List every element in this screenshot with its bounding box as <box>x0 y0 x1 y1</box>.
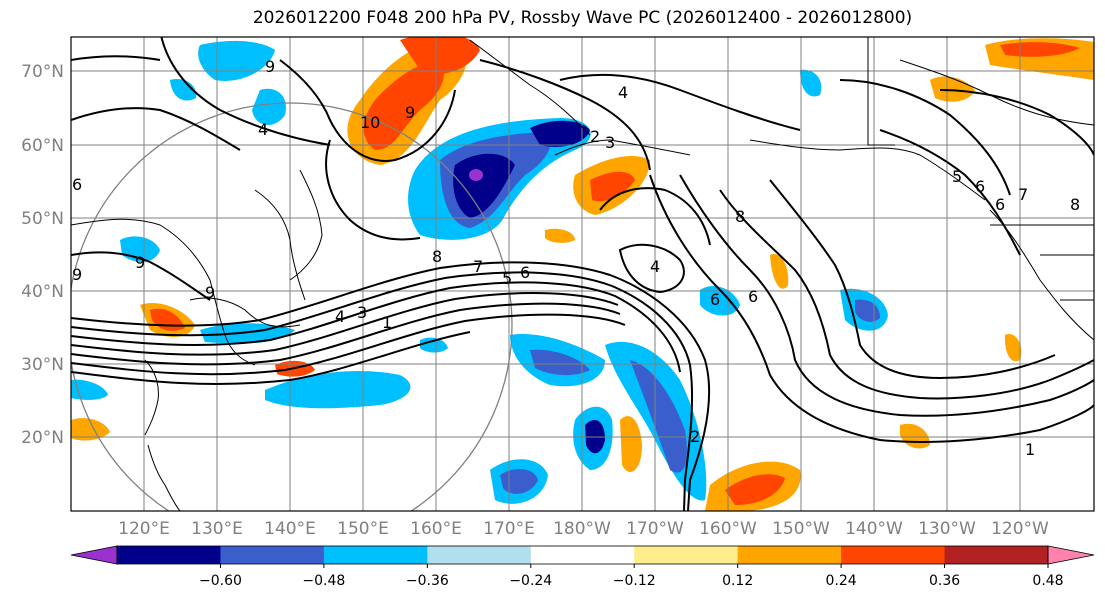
lon-label: 160°E <box>410 519 462 539</box>
lat-label: 60°N <box>21 136 64 156</box>
lon-label: 180°W <box>553 519 611 539</box>
colorbar-tick-label: −0.12 <box>613 573 656 589</box>
colorbar-tick-label: −0.48 <box>302 573 345 589</box>
colorbar-tick-label: −0.24 <box>509 573 552 589</box>
contour-label: 9 <box>205 283 215 302</box>
lon-label: 150°E <box>337 519 389 539</box>
latitude-labels: 70°N 60°N 50°N 40°N 30°N 20°N <box>21 62 64 448</box>
lat-label: 20°N <box>21 428 64 448</box>
contour-label: 6 <box>72 175 82 194</box>
map-frame <box>70 36 1095 512</box>
lon-label: 130°W <box>918 519 976 539</box>
lat-label: 30°N <box>21 355 64 375</box>
colorbar-frame <box>116 545 1049 565</box>
contour-label: 5 <box>952 167 962 186</box>
colorbar-segment <box>737 546 842 564</box>
contour-label: 10 <box>360 113 380 132</box>
colorbar-segment <box>944 546 1049 564</box>
contour-label: 4 <box>258 120 268 139</box>
lat-label: 70°N <box>21 62 64 82</box>
contour-label: 8 <box>432 247 442 266</box>
contour-label: 9 <box>265 57 275 76</box>
colorbar-tick-label: 0.24 <box>826 573 857 589</box>
contour-label: 9 <box>405 103 415 122</box>
contour-label: 6 <box>995 195 1005 214</box>
colorbar-tick-label: 0.48 <box>1032 573 1063 589</box>
lon-label: 130°E <box>191 519 243 539</box>
contour-label: 7 <box>473 257 483 276</box>
graticule <box>71 37 1094 511</box>
lon-label: 170°W <box>626 519 684 539</box>
contour-labels: 9 9 10 9 4 3 2 4 6 6 9 8 7 5 6 4 3 1 8 4… <box>72 57 1080 459</box>
colorbar-segment <box>841 546 946 564</box>
lon-label: 140°W <box>845 519 903 539</box>
reference-circle <box>71 102 513 511</box>
colorbar-segment <box>323 546 428 564</box>
contour-label: 6 <box>710 290 720 309</box>
map-content: 9 9 10 9 4 3 2 4 6 6 9 8 7 5 6 4 3 1 8 4… <box>71 37 1094 511</box>
lon-label: 150°W <box>772 519 830 539</box>
colorbar-segment <box>117 546 221 564</box>
colorbar-tick-label: −0.60 <box>199 573 242 589</box>
colorbar-segment <box>427 546 532 564</box>
contour-label: 4 <box>335 307 345 326</box>
contour-label: 6 <box>520 263 530 282</box>
contour-label: 6 <box>748 287 758 306</box>
contour-label: 3 <box>357 303 367 322</box>
contour-label: 6 <box>975 177 985 196</box>
contour-label: 7 <box>1018 185 1028 204</box>
colorbar: −0.60 −0.48 −0.36 −0.24 −0.12 0.12 0.24 0.36 0.4… <box>70 545 1095 589</box>
colorbar-tick-label: 0.36 <box>929 573 960 589</box>
contour-label: 2 <box>690 427 700 446</box>
contour-label: 2 <box>590 127 600 146</box>
lon-label: 170°E <box>483 519 535 539</box>
lon-label: 120°E <box>118 519 170 539</box>
contour-label: 8 <box>735 207 745 226</box>
colorbar-segment <box>530 546 635 564</box>
map-title: 2026012200 F048 200 hPa PV, Rossby Wave … <box>252 8 913 28</box>
lat-label: 40°N <box>21 282 64 302</box>
colorbar-tick-label: −0.36 <box>406 573 449 589</box>
lon-label: 120°W <box>991 519 1049 539</box>
contour-label: 8 <box>1070 195 1080 214</box>
colorbar-segment <box>634 546 739 564</box>
lon-label: 160°W <box>699 519 757 539</box>
colorbar-tick-label: 0.12 <box>722 573 753 589</box>
contour-label: 3 <box>605 133 615 152</box>
contour-label: 9 <box>72 265 82 284</box>
contour-label: 1 <box>1025 440 1035 459</box>
colorbar-extend-low <box>70 545 118 565</box>
contour-label: 4 <box>618 83 628 102</box>
colorbar-segment <box>220 546 325 564</box>
contour-label: 9 <box>135 253 145 272</box>
contour-label: 4 <box>650 257 660 276</box>
contour-label: 5 <box>502 269 512 288</box>
contour-label: 1 <box>382 313 392 332</box>
lon-label: 140°E <box>264 519 316 539</box>
longitude-labels: 120°E 130°E 140°E 150°E 160°E 170°E 180°… <box>118 519 1049 539</box>
pv-contours <box>71 37 1094 511</box>
colorbar-extend-high <box>1047 545 1095 565</box>
lat-label: 50°N <box>21 209 64 229</box>
